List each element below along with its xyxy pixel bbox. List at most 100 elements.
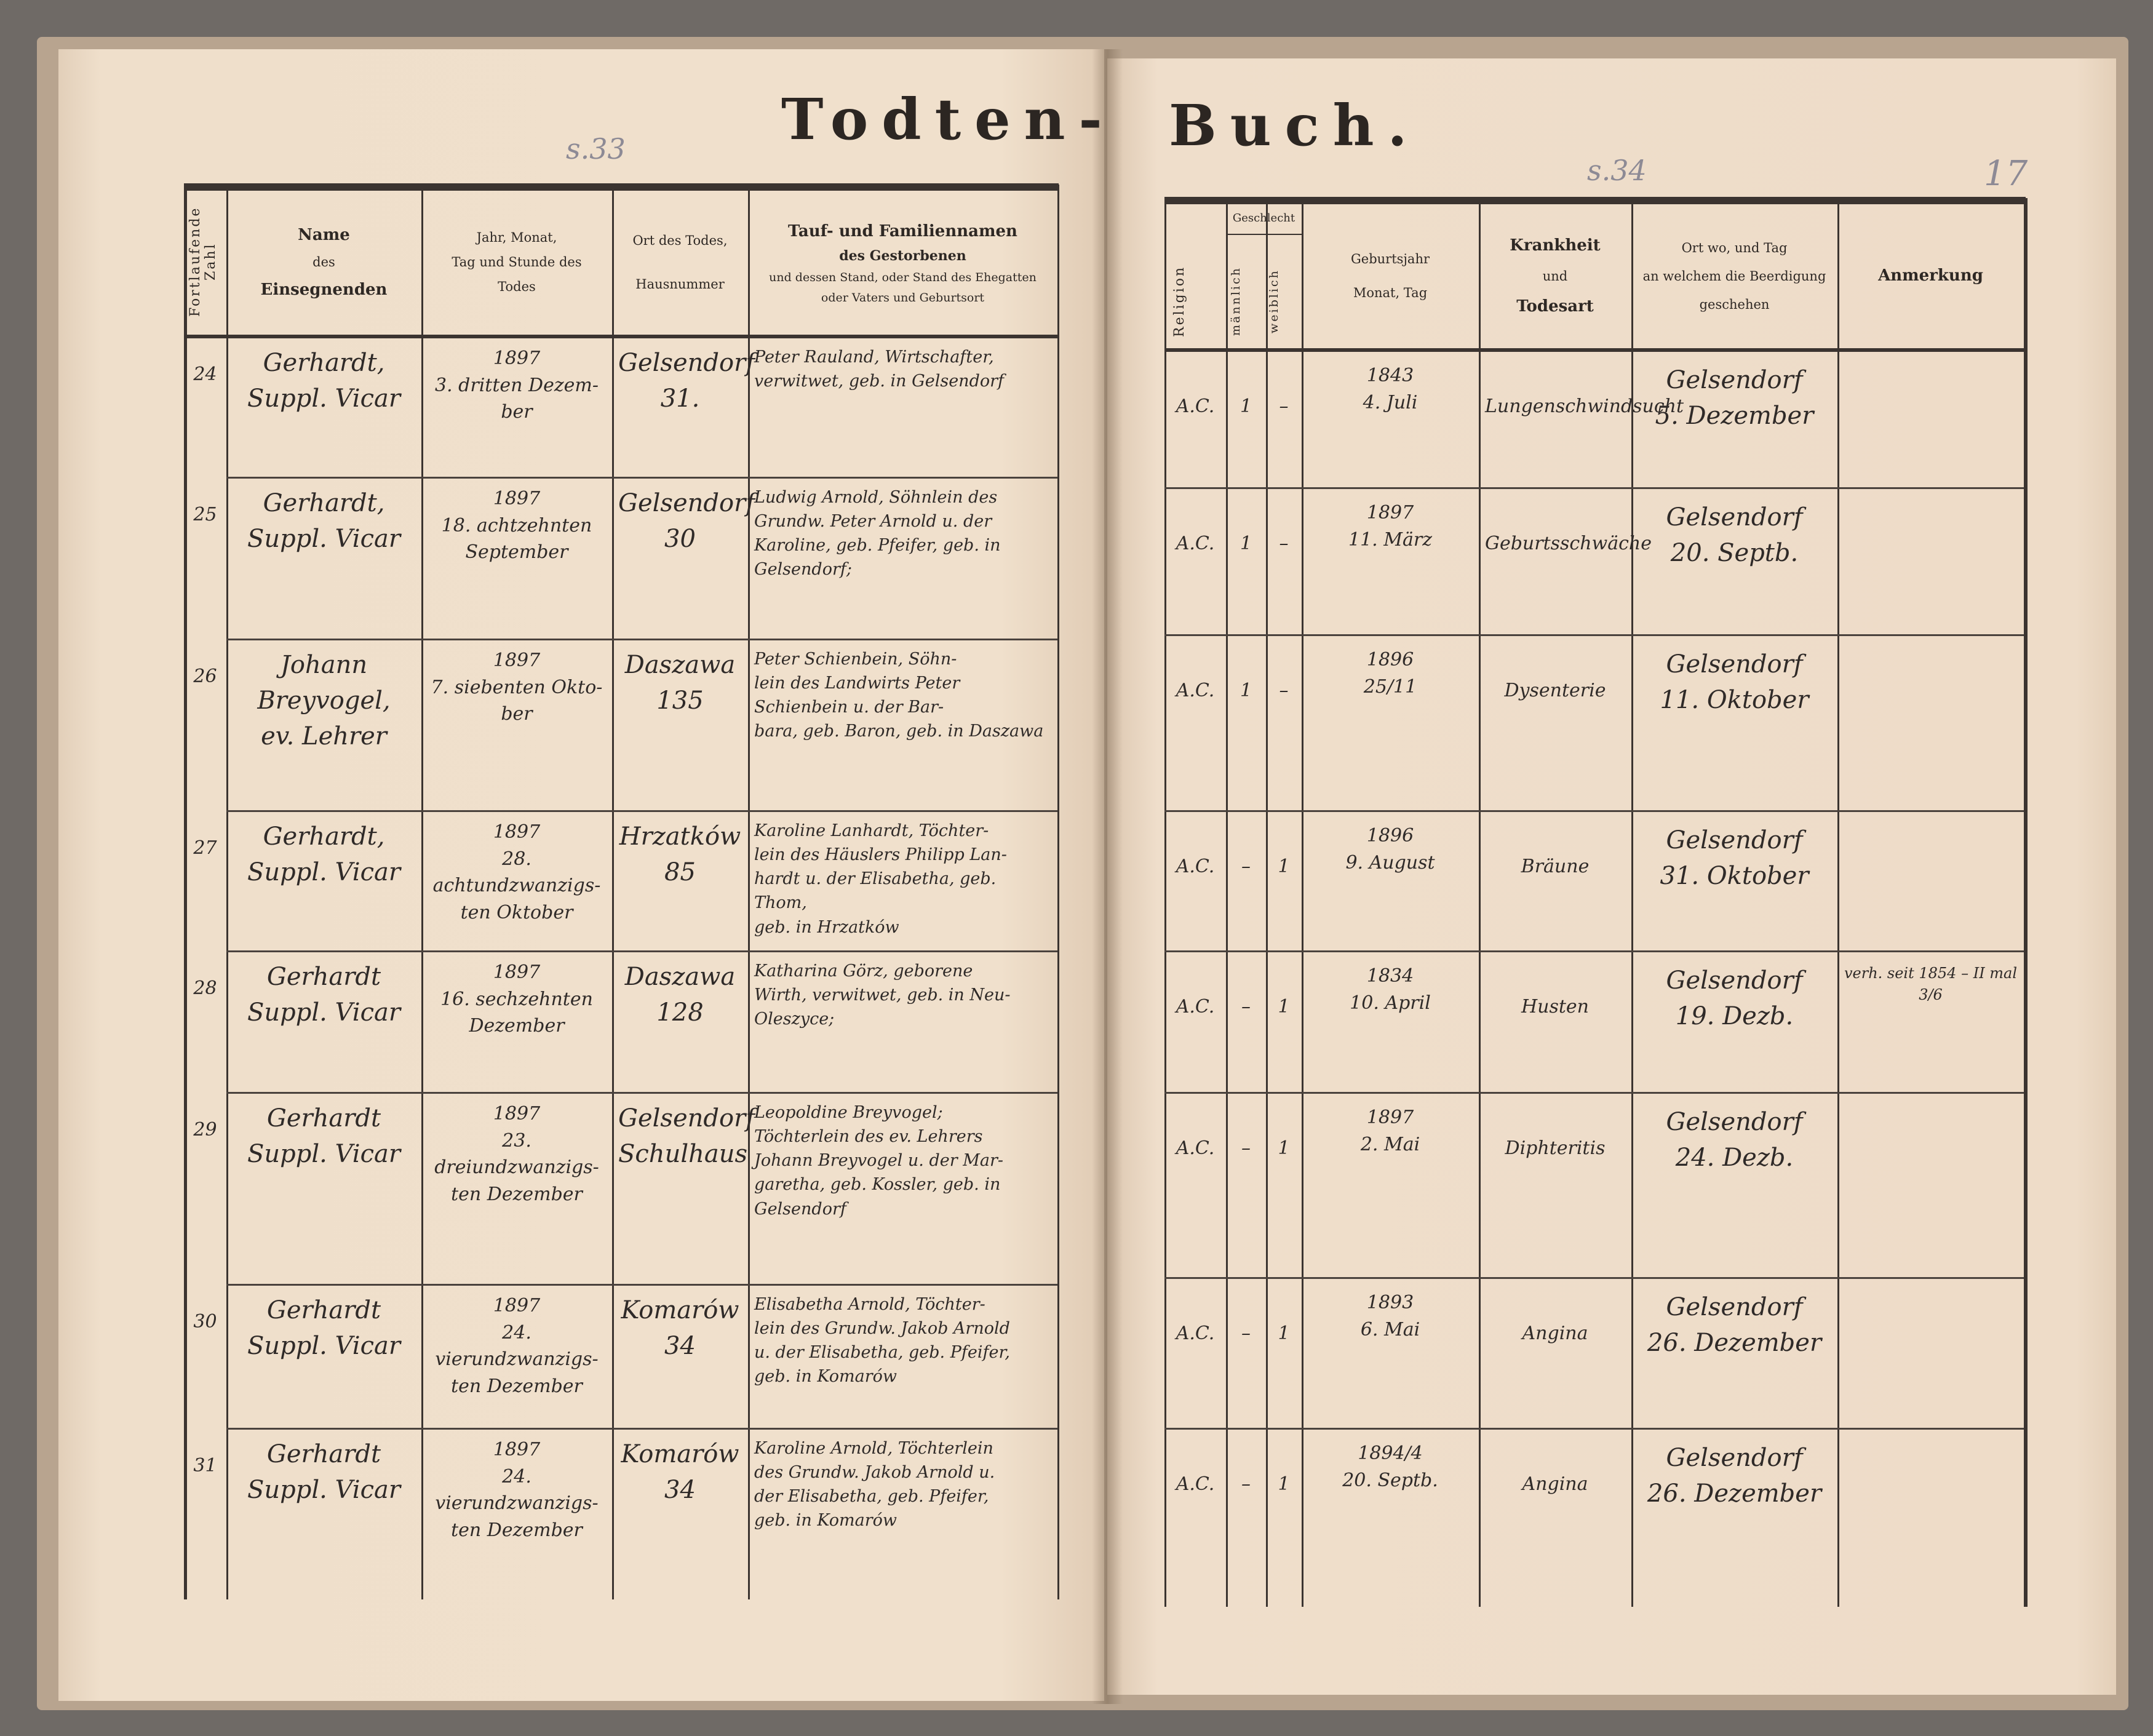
entry-male: 1 (1240, 396, 1252, 417)
header-officiant-2: des (312, 255, 335, 270)
right-row-rule (1164, 1092, 2024, 1094)
entry-no: 31 (193, 1455, 217, 1476)
entry-burial: Gelsendorf 26. Dezember (1647, 1293, 1822, 1357)
entry-no: 29 (193, 1119, 217, 1141)
header-male: männlich (1229, 266, 1243, 336)
book-gutter (1092, 49, 1123, 1704)
entry-officiant: Gerhardt, Suppl. Vicar (247, 349, 400, 413)
header-birth-2: Monat, Tag (1353, 285, 1428, 300)
entry-disease: Geburtsschwäche (1485, 533, 1652, 554)
entry-female: 1 (1278, 1473, 1290, 1495)
right-column-rule (2024, 198, 2028, 1607)
page-mark-right: s.34 (1587, 154, 1647, 187)
header-deceased-3: und dessen Stand, oder Stand des Ehegatt… (769, 271, 1037, 285)
entry-remark (1837, 1277, 2024, 1428)
header-remark: Anmerkung (1837, 204, 2024, 348)
header-date-2: Tag und Stunde des (452, 255, 582, 270)
entry-remark (1837, 810, 2024, 950)
right-row-rule (1164, 950, 2024, 952)
header-number: Fortlaufende Zahl (188, 206, 218, 317)
left-row-rule (226, 950, 1057, 952)
entry-male: – (1241, 1323, 1251, 1344)
entry-disease: Diphteritis (1505, 1137, 1606, 1159)
left-row-rule (226, 810, 1057, 812)
entry-no: 27 (193, 837, 217, 859)
left-column-rule (226, 185, 228, 1599)
entry-no: 30 (193, 1311, 217, 1332)
header-place-1: Ort des Todes, (632, 233, 728, 248)
entry-officiant: Gerhardt, Suppl. Vicar (247, 822, 400, 886)
right-column-rule (1479, 198, 1481, 1607)
entry-religion: A.C. (1176, 996, 1215, 1017)
entry-male: 1 (1240, 680, 1252, 701)
right-column-rule (1226, 198, 1228, 1607)
entry-disease: Angina (1522, 1323, 1588, 1344)
left-row-rule (226, 1092, 1057, 1094)
entry-deceased: Peter Rauland, Wirtschafter, verwitwet, … (754, 348, 1005, 391)
header-deceased: Tauf- und Familiennamen des Gestorbenen … (748, 191, 1057, 335)
entry-burial: Gelsendorf 24. Dezb. (1666, 1108, 1803, 1172)
header-sex: Geschlecht (1226, 204, 1302, 233)
entry-place: Gelsendorf 30 (618, 489, 755, 553)
folio-number: 17 (1984, 154, 2028, 194)
right-row-rule (1164, 487, 2024, 489)
entry-date: 1897 7. siebenten Okto- ber (431, 650, 603, 725)
entry-birth: 1896 9. August (1345, 825, 1435, 874)
entry-male: – (1241, 996, 1251, 1017)
entry-female: 1 (1278, 996, 1290, 1017)
entry-burial: Gelsendorf 11. Oktober (1660, 650, 1809, 714)
left-column-rule (612, 185, 614, 1599)
entry-burial: Gelsendorf 5. Dezember (1655, 366, 1814, 430)
entry-no: 25 (193, 504, 217, 525)
entry-male: – (1241, 1473, 1251, 1495)
title-right: Buch. (1169, 92, 1421, 159)
right-column-rule (1302, 198, 1303, 1607)
entry-burial: Gelsendorf 20. Septb. (1666, 503, 1803, 567)
entry-place: Daszawa 128 (624, 963, 736, 1027)
entry-male: – (1241, 856, 1251, 877)
entry-date: 1897 3. dritten Dezem- ber (435, 348, 599, 423)
entry-birth: 1897 2. Mai (1360, 1107, 1420, 1155)
left-table-top-rule (184, 183, 1059, 191)
left-header-bottom-rule (184, 335, 1059, 338)
entry-deceased: Karoline Lanhardt, Töchter- lein des Häu… (754, 821, 1007, 937)
entry-disease: Lungenschwindsucht (1485, 396, 1684, 417)
header-date: Jahr, Monat, Tag und Stunde des Todes (421, 191, 612, 335)
entry-female: – (1279, 680, 1289, 701)
entry-officiant: Gerhardt Suppl. Vicar (247, 963, 400, 1027)
entry-deceased: Elisabetha Arnold, Töchter- lein des Gru… (754, 1295, 1010, 1387)
entry-religion: A.C. (1176, 856, 1215, 877)
header-disease-3: Todesart (1516, 297, 1594, 316)
left-page (58, 49, 1104, 1701)
header-officiant: Name des Einsegnenden (226, 191, 421, 335)
entry-religion: A.C. (1176, 680, 1215, 701)
entry-officiant: Gerhardt Suppl. Vicar (247, 1296, 400, 1360)
entry-remark (1837, 1428, 2024, 1607)
right-column-rule (1837, 198, 1839, 1607)
entry-birth: 1897 11. März (1348, 502, 1432, 551)
entry-remark: verh. seit 1854 – II mal 3/6 (1844, 965, 2018, 1003)
right-table-top-rule (1164, 197, 2026, 204)
left-column-rule (1057, 185, 1059, 1599)
entry-female: 1 (1278, 1137, 1290, 1159)
left-row-rule (226, 1284, 1057, 1286)
entry-burial: Gelsendorf 19. Dezb. (1666, 966, 1803, 1030)
entry-date: 1897 24. vierundzwanzigs- ten Dezember (435, 1439, 599, 1541)
entry-place: Gelsendorf 31. (618, 349, 755, 413)
entry-birth: 1894/4 20. Septb. (1342, 1443, 1438, 1491)
entry-female: 1 (1278, 856, 1290, 877)
entry-deceased: Ludwig Arnold, Söhnlein des Grundw. Pete… (754, 488, 1001, 579)
entry-religion: A.C. (1176, 1323, 1215, 1344)
header-officiant-3: Einsegnenden (260, 280, 388, 299)
entry-place: Komarów 34 (621, 1440, 739, 1504)
right-row-rule (1164, 1428, 2024, 1430)
entry-birth: 1893 6. Mai (1360, 1292, 1420, 1340)
right-page (1107, 58, 2116, 1695)
entry-female: 1 (1278, 1323, 1290, 1344)
entry-place: Gelsendorf Schulhaus (618, 1104, 755, 1168)
left-row-rule (226, 477, 1057, 479)
page-mark-left: s.33 (566, 132, 626, 165)
entry-no: 28 (193, 977, 217, 999)
left-row-rule (226, 639, 1057, 640)
right-column-rule (1266, 198, 1268, 1607)
